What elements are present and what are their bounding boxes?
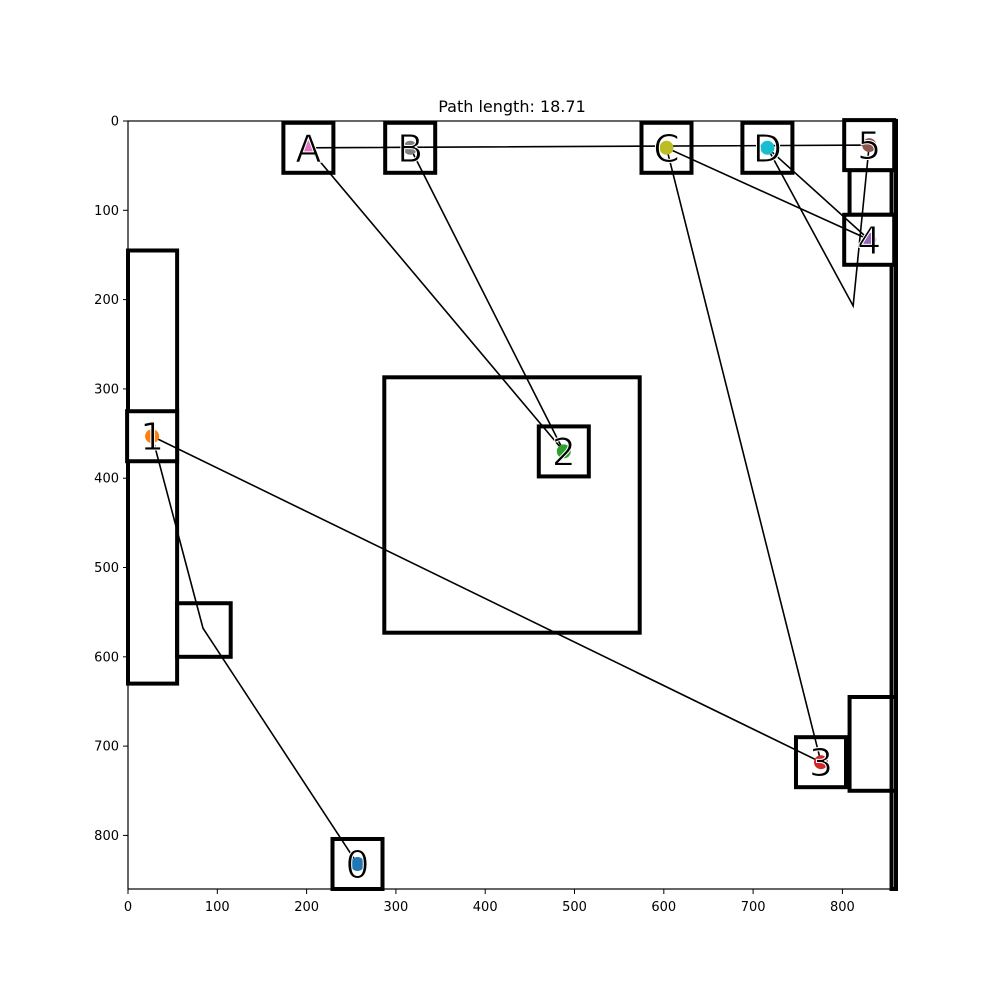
node-label-2: 2 [552, 430, 576, 474]
x-tick-label-200: 200 [294, 900, 319, 915]
x-tick-label-800: 800 [830, 900, 855, 915]
path-layer [150, 144, 871, 865]
node-marker-0 [350, 856, 365, 871]
node-marker-1 [145, 429, 160, 444]
node-marker-B [403, 140, 418, 155]
x-tick-label-400: 400 [473, 900, 498, 915]
x-tick-label-700: 700 [741, 900, 766, 915]
node-marker-3 [813, 755, 828, 770]
x-tick-label-300: 300 [383, 900, 408, 915]
y-axis: 0 100 200 300 400 500 600 700 800 [94, 115, 128, 844]
node-label-4: 4 [857, 219, 881, 263]
node-marker-A [301, 140, 316, 155]
y-tick-label-200: 200 [94, 293, 119, 308]
x-tick-label-100: 100 [205, 900, 230, 915]
node-marker-D [760, 140, 775, 155]
x-tick-label-500: 500 [562, 900, 587, 915]
y-tick-label-600: 600 [94, 650, 119, 665]
node-marker-4 [862, 232, 877, 247]
node-label-B: B [397, 127, 423, 171]
y-tick-label-300: 300 [94, 382, 119, 397]
obstacle-1 [175, 601, 233, 659]
node-marker-C [659, 140, 674, 155]
y-tick-label-0: 0 [111, 115, 119, 130]
y-tick-label-500: 500 [94, 561, 119, 576]
node-label-C: C [653, 127, 680, 171]
node-box-4 [842, 212, 897, 267]
path-line [150, 144, 871, 865]
node-label-5: 5 [857, 124, 881, 168]
x-tick-label-600: 600 [651, 900, 676, 915]
node-label-D: D [753, 127, 782, 171]
node-marker-2 [556, 444, 571, 459]
node-label-3: 3 [809, 741, 833, 785]
chart-title: Path length: 18.71 [438, 97, 586, 116]
node-label-1: 1 [140, 415, 164, 459]
obstacle-2 [382, 375, 642, 635]
plot-frame [127, 120, 897, 890]
node-layer: 0 1 2 3 4 5 A B C D [140, 124, 882, 888]
y-tick-label-800: 800 [94, 829, 119, 844]
node-marker-5 [862, 138, 877, 153]
x-axis: 0 100 200 300 400 500 600 700 800 [124, 889, 855, 915]
node-label-0: 0 [345, 843, 369, 887]
node-label-A: A [295, 127, 321, 171]
y-tick-label-100: 100 [94, 204, 119, 219]
y-tick-label-700: 700 [94, 740, 119, 755]
y-tick-label-400: 400 [94, 472, 119, 487]
x-tick-label-0: 0 [124, 900, 132, 915]
